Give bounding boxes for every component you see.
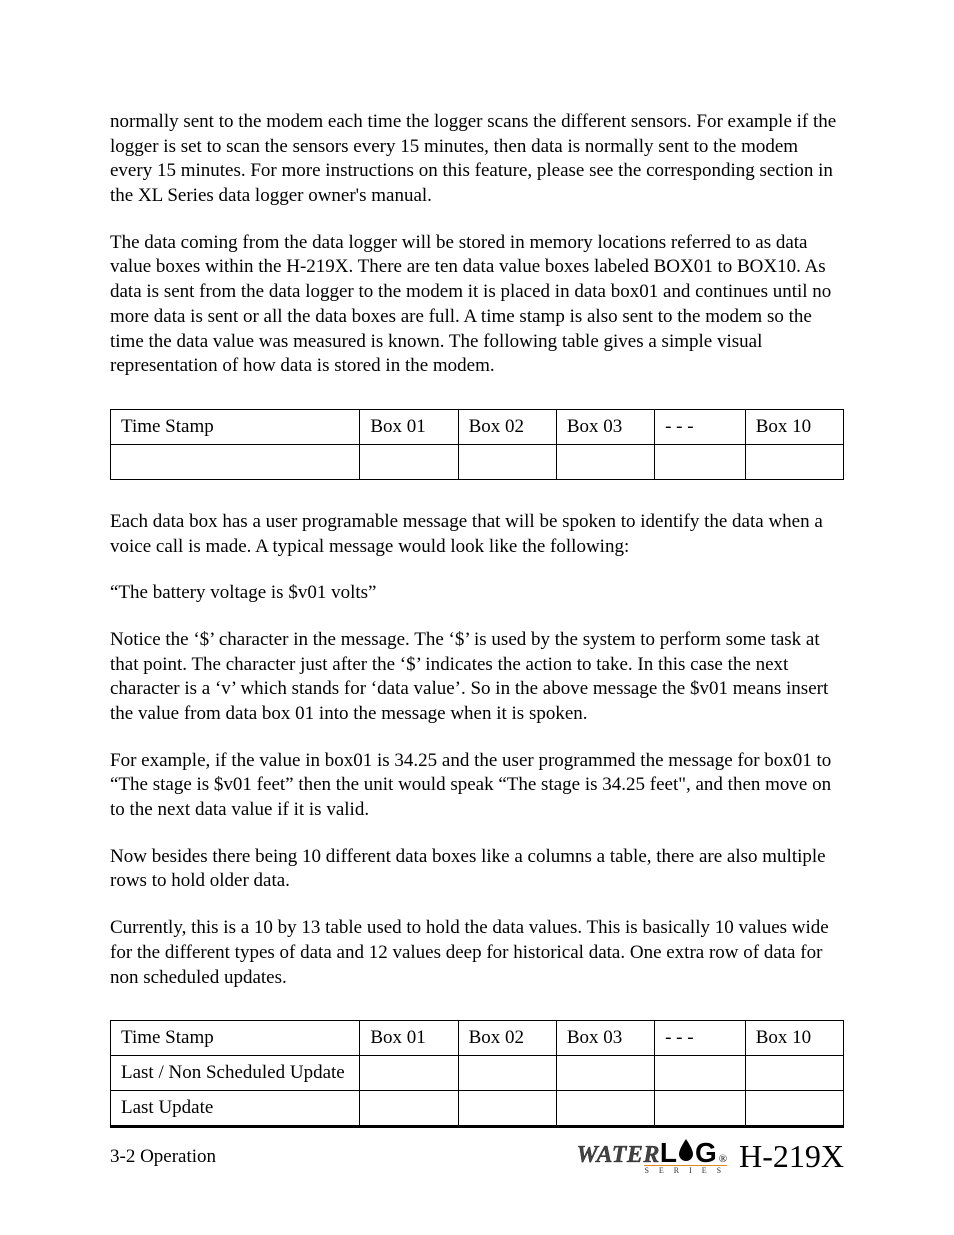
table-cell	[360, 444, 458, 479]
table-cell	[458, 444, 556, 479]
logo-series-label: S E R I E S	[644, 1165, 727, 1175]
table-row: Time Stamp Box 01 Box 02 Box 03 - - - Bo…	[111, 1021, 844, 1056]
logo-text-g: G	[695, 1139, 717, 1167]
data-box-table-2: Time Stamp Box 01 Box 02 Box 03 - - - Bo…	[110, 1020, 844, 1126]
table-row: Last / Non Scheduled Update	[111, 1056, 844, 1091]
body-paragraph: “The battery voltage is $v01 volts”	[110, 581, 844, 606]
table-header-cell: - - -	[655, 1021, 746, 1056]
table-header-cell: Time Stamp	[111, 1021, 360, 1056]
table-cell	[458, 1056, 556, 1091]
table-cell	[655, 444, 746, 479]
logo-text-water: WATER	[576, 1143, 659, 1167]
body-paragraph: The data coming from the data logger wil…	[110, 231, 844, 379]
table-cell	[458, 1091, 556, 1126]
table-cell	[745, 1056, 843, 1091]
body-paragraph: Notice the ‘$’ character in the message.…	[110, 628, 844, 727]
table-header-cell: Box 03	[556, 409, 654, 444]
footer-model-label: H-219X	[739, 1138, 844, 1175]
footer-row: 3-2 Operation WATER L G ® S E	[110, 1138, 844, 1175]
table-cell	[556, 444, 654, 479]
table-row: Last Update	[111, 1091, 844, 1126]
body-paragraph: Each data box has a user programable mes…	[110, 510, 844, 559]
table-row: Time Stamp Box 01 Box 02 Box 03 - - - Bo…	[111, 409, 844, 444]
data-box-table-1: Time Stamp Box 01 Box 02 Box 03 - - - Bo…	[110, 409, 844, 480]
table-header-cell: - - -	[655, 409, 746, 444]
table-cell	[111, 444, 360, 479]
water-drop-icon	[677, 1138, 695, 1166]
table-row	[111, 444, 844, 479]
table-cell	[745, 1091, 843, 1126]
body-paragraph: normally sent to the modem each time the…	[110, 110, 844, 209]
table-cell	[360, 1056, 458, 1091]
table-cell	[360, 1091, 458, 1126]
table-header-cell: Box 03	[556, 1021, 654, 1056]
table-header-cell: Time Stamp	[111, 409, 360, 444]
logo-text-l: L	[660, 1139, 677, 1167]
table-cell	[745, 444, 843, 479]
table-header-cell: Box 02	[458, 409, 556, 444]
document-page: normally sent to the modem each time the…	[0, 0, 954, 1235]
table-cell	[556, 1091, 654, 1126]
waterlog-logo: WATER L G ® S E R I E S	[576, 1138, 727, 1175]
table-header-cell: Box 10	[745, 1021, 843, 1056]
table-cell	[655, 1056, 746, 1091]
footer-divider	[110, 1126, 844, 1128]
page-footer: 3-2 Operation WATER L G ® S E	[110, 1126, 844, 1175]
registered-mark-icon: ®	[719, 1154, 727, 1165]
body-paragraph: Currently, this is a 10 by 13 table used…	[110, 916, 844, 990]
table-header-cell: Box 02	[458, 1021, 556, 1056]
footer-right: WATER L G ® S E R I E S H-219X	[576, 1138, 844, 1175]
table-header-cell: Box 01	[360, 409, 458, 444]
table-header-cell: Box 01	[360, 1021, 458, 1056]
table-cell: Last Update	[111, 1091, 360, 1126]
footer-section-label: 3-2 Operation	[110, 1146, 216, 1168]
table-cell: Last / Non Scheduled Update	[111, 1056, 360, 1091]
table-header-cell: Box 10	[745, 409, 843, 444]
table-cell	[655, 1091, 746, 1126]
body-paragraph: Now besides there being 10 different dat…	[110, 845, 844, 894]
logo-main: WATER L G ®	[576, 1138, 727, 1167]
body-paragraph: For example, if the value in box01 is 34…	[110, 749, 844, 823]
table-cell	[556, 1056, 654, 1091]
